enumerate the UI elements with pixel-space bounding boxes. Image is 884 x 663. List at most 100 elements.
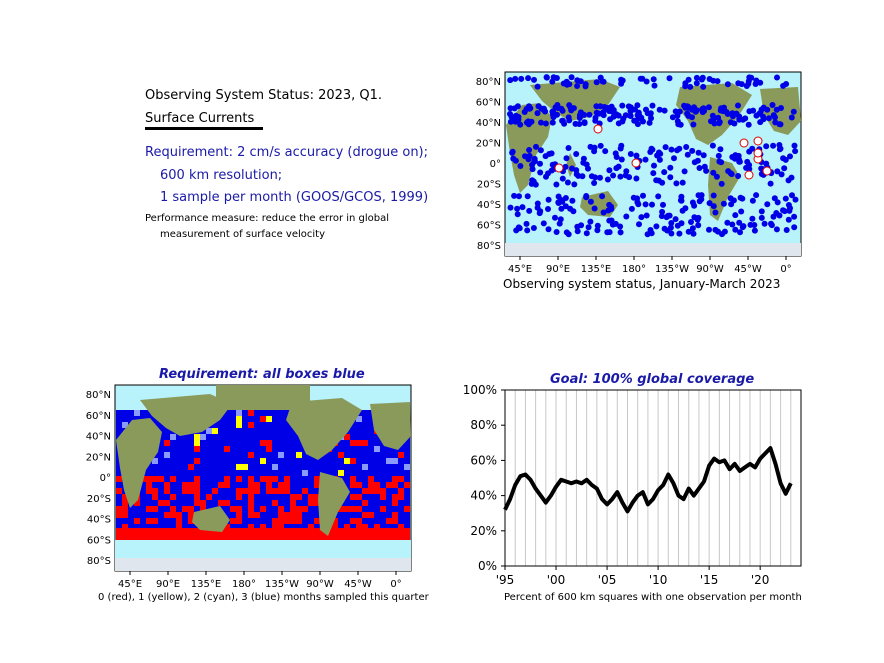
drifter-dot [613,165,620,172]
drifter-dot [650,76,657,83]
coverage-box [326,470,332,476]
coverage-box [182,524,188,530]
drifter-dot [518,75,525,82]
coverage-box [254,518,260,524]
drifter-dot [693,80,700,87]
coverage-box [290,464,296,470]
coverage-box [188,524,194,530]
coverage-box [242,488,248,494]
coverage-box [284,482,290,488]
coverage-box [356,528,362,540]
drifter-dot [542,153,549,160]
coverage-box [188,494,194,500]
coverage-box [134,506,140,512]
drifter-dot [587,198,594,205]
lat-tick-label: 60°N [476,98,501,109]
coverage-box [182,464,188,470]
coverage-box [200,458,206,464]
coverage-box [278,488,284,494]
coverage-box [218,464,224,470]
coverage-box [116,422,122,428]
drifter-dot [718,180,725,187]
coverage-box [380,494,386,500]
drifter-dot [650,170,657,177]
coverage-box [326,528,332,540]
coverage-box [374,464,380,470]
coverage-box [296,476,302,482]
coverage-box [362,434,368,440]
coverage-box [242,428,248,434]
coverage-box [218,476,224,482]
coverage-box [308,476,314,482]
coverage-box [356,512,362,518]
coverage-box [338,464,344,470]
coverage-box [338,452,344,458]
drifter-dot [623,168,630,175]
coverage-box [194,528,200,540]
coverage-box [374,476,380,482]
coverage-box [266,506,272,512]
coverage-box [176,500,182,506]
drifter-dot [706,226,712,233]
coverage-box [368,528,374,540]
drifter-dot [599,193,606,200]
coverage-box [206,440,212,446]
coverage-box [218,434,224,440]
boxes-map-southern-ocean [115,540,411,558]
coverage-box [398,470,404,476]
coverage-box [236,416,242,422]
y-tick-label: 60% [470,453,497,467]
coverage-box [350,482,356,488]
coverage-box [158,464,164,470]
coverage-box [176,458,182,464]
drifter-dot [647,110,654,117]
coverage-box [392,518,398,524]
coverage-box [224,452,230,458]
drifter-dot [681,168,688,175]
coverage-box [398,500,404,506]
drifter-dot [660,201,666,208]
coverage-box [344,482,350,488]
coverage-box [392,470,398,476]
coverage-box [338,446,344,452]
drifter-dot [724,219,731,226]
coverage-box [368,422,374,428]
coverage-box [290,428,296,434]
coverage-box [380,476,386,482]
coverage-box [158,500,164,506]
coverage-box [278,446,284,452]
drifter-dot [710,203,717,210]
coverage-box [308,494,314,500]
coverage-box [122,506,128,512]
coverage-box [206,470,212,476]
boxes-map-land [116,385,411,536]
coverage-box [398,528,404,540]
coverage-box [290,488,296,494]
coverage-box [242,518,248,524]
coverage-box [284,422,290,428]
drifter-dot [749,215,756,222]
coverage-box [236,440,242,446]
drifter-dot [638,214,645,221]
coverage-box [260,528,266,540]
coverage-box [380,470,386,476]
coverage-box [170,512,176,518]
drifter-dot [612,150,619,157]
coverage-box [296,452,302,458]
coverage-box [260,458,266,464]
coverage-box [350,446,356,452]
drifter-dot [512,75,519,82]
coverage-box [356,452,362,458]
drifter-dot [534,83,541,90]
drifter-dot [593,103,600,110]
coverage-box [230,524,236,530]
coverage-box [386,482,392,488]
coverage-box [176,440,182,446]
drifter-dot [580,155,587,162]
drifter-dot [788,114,795,121]
drifter-dot [732,226,739,233]
coverage-box [146,410,152,416]
drifter-dot [737,229,743,236]
coverage-box [278,434,284,440]
coverage-box [380,524,386,530]
